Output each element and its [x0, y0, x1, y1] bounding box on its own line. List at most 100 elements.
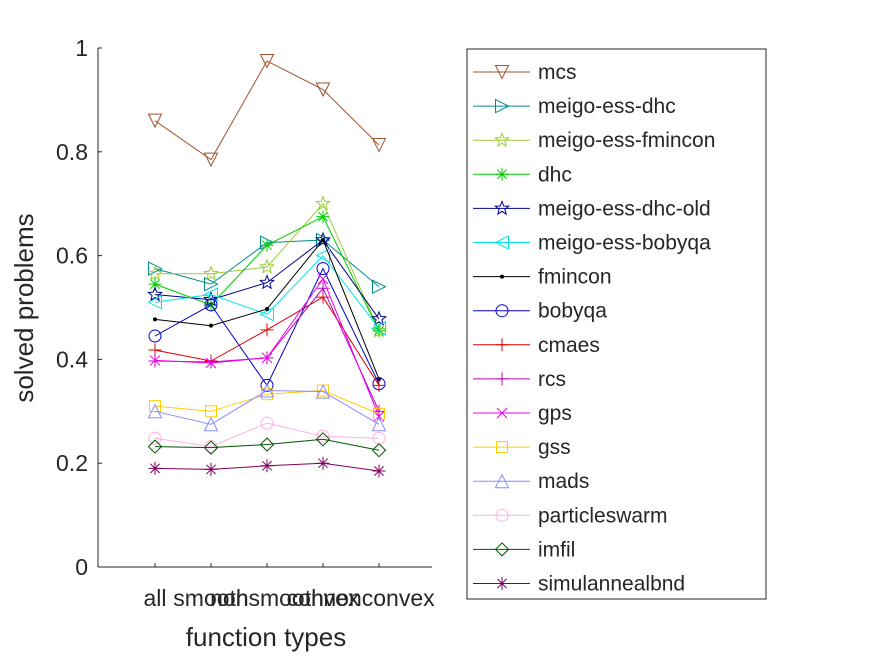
- data-point: [260, 416, 274, 430]
- data-point: [316, 456, 330, 470]
- data-point: [204, 462, 218, 476]
- data-point: [259, 437, 275, 452]
- data-point: [372, 279, 387, 295]
- legend-marker: [495, 577, 509, 590]
- y-tick-label: 0: [75, 554, 88, 580]
- plot-area: [97, 48, 432, 568]
- series-mads: [147, 382, 387, 432]
- data-point: [153, 317, 157, 322]
- legend-marker: [496, 441, 508, 454]
- legend-entry: gps: [473, 402, 572, 425]
- series-line: [154, 254, 380, 329]
- legend-marker: [494, 473, 510, 489]
- legend-marker: [495, 508, 509, 522]
- data-point: [203, 440, 219, 455]
- legend-label: meigo-ess-fmincon: [538, 129, 715, 152]
- x-axis-title: function types: [186, 622, 346, 652]
- data-point: [260, 378, 274, 392]
- legend-entry: gss: [473, 436, 571, 459]
- legend-marker: [493, 200, 511, 216]
- data-point: [372, 464, 386, 478]
- x-tick-label: nonsmooth: [210, 585, 324, 611]
- data-point: [202, 291, 220, 307]
- legend-marker: [494, 235, 509, 250]
- legend-marker: [493, 131, 511, 148]
- legend-marker: [495, 372, 509, 386]
- series-layer: [146, 53, 388, 478]
- data-point: [148, 329, 162, 343]
- series-meigo-ess-fmincon: [146, 195, 388, 338]
- ticks: 0 0.2 0.4 0.6 0.8 1 all smoothnonsmoothconvexno…: [56, 35, 435, 611]
- data-point: [373, 407, 385, 420]
- series-imfil: [147, 432, 387, 458]
- legend-label: cmaes: [538, 334, 600, 357]
- data-point: [371, 443, 387, 458]
- legend-label: rcs: [538, 368, 566, 391]
- legend-label: mads: [538, 470, 589, 493]
- data-point: [202, 265, 220, 281]
- legend-label: particleswarm: [538, 504, 668, 527]
- data-point: [316, 281, 330, 295]
- data-point: [204, 298, 218, 312]
- data-point: [148, 277, 162, 291]
- data-point: [147, 439, 163, 454]
- x-tick-label: smooth: [173, 585, 248, 611]
- data-point: [148, 431, 162, 445]
- series-mcs: [147, 53, 387, 168]
- x-tick-label: all: [143, 585, 166, 611]
- legend-marker: [495, 304, 509, 318]
- data-point: [209, 323, 213, 328]
- legend-marker: [495, 98, 510, 114]
- data-point: [316, 210, 330, 224]
- data-point: [315, 383, 331, 399]
- data-point: [205, 357, 217, 369]
- x-tick-label: nonconvex: [323, 585, 435, 611]
- data-point: [316, 262, 330, 276]
- series-line: [154, 277, 380, 417]
- series-meigo-ess-dhc-old: [146, 231, 388, 326]
- legend-label: fmincon: [538, 266, 612, 289]
- legend-label: gps: [538, 402, 572, 425]
- data-point: [260, 323, 274, 337]
- legend-label: dhc: [538, 163, 572, 186]
- data-point: [258, 274, 276, 290]
- data-point: [148, 261, 163, 276]
- legend-entry: imfil: [473, 538, 575, 561]
- series-line: [154, 389, 380, 415]
- series-line: [154, 60, 380, 161]
- series-line: [154, 389, 380, 425]
- legend-label: bobyqa: [538, 300, 607, 323]
- legend-entry: fmincon: [473, 266, 612, 289]
- data-point: [203, 152, 219, 168]
- data-point: [321, 238, 325, 243]
- data-point: [147, 403, 163, 419]
- series-line: [154, 422, 380, 448]
- data-point: [315, 432, 331, 447]
- legend-entry: meigo-ess-dhc: [473, 95, 676, 118]
- series-line: [154, 239, 380, 320]
- data-point: [259, 382, 275, 398]
- data-point: [203, 416, 219, 432]
- series-line: [154, 287, 380, 412]
- series-line: [155, 202, 380, 332]
- legend-entry: bobyqa: [473, 300, 607, 323]
- legend-entry: meigo-ess-dhc-old: [473, 197, 711, 220]
- legend-entry: rcs: [473, 368, 566, 391]
- data-point: [146, 265, 164, 281]
- legend-label: mcs: [538, 61, 577, 84]
- data-point: [204, 355, 218, 369]
- data-point: [372, 378, 386, 392]
- data-point: [148, 343, 162, 357]
- legend-marker: [500, 274, 504, 279]
- data-point: [258, 258, 276, 274]
- y-tick-label: 0.8: [56, 139, 88, 165]
- legend-label: gss: [538, 436, 571, 459]
- data-point: [146, 286, 164, 302]
- data-point: [317, 273, 329, 285]
- data-point: [371, 320, 386, 336]
- series-simulannealbnd: [148, 456, 386, 478]
- legend-entry: dhc: [473, 163, 572, 186]
- legend-marker: [495, 338, 509, 352]
- legend-label: imfil: [538, 538, 575, 561]
